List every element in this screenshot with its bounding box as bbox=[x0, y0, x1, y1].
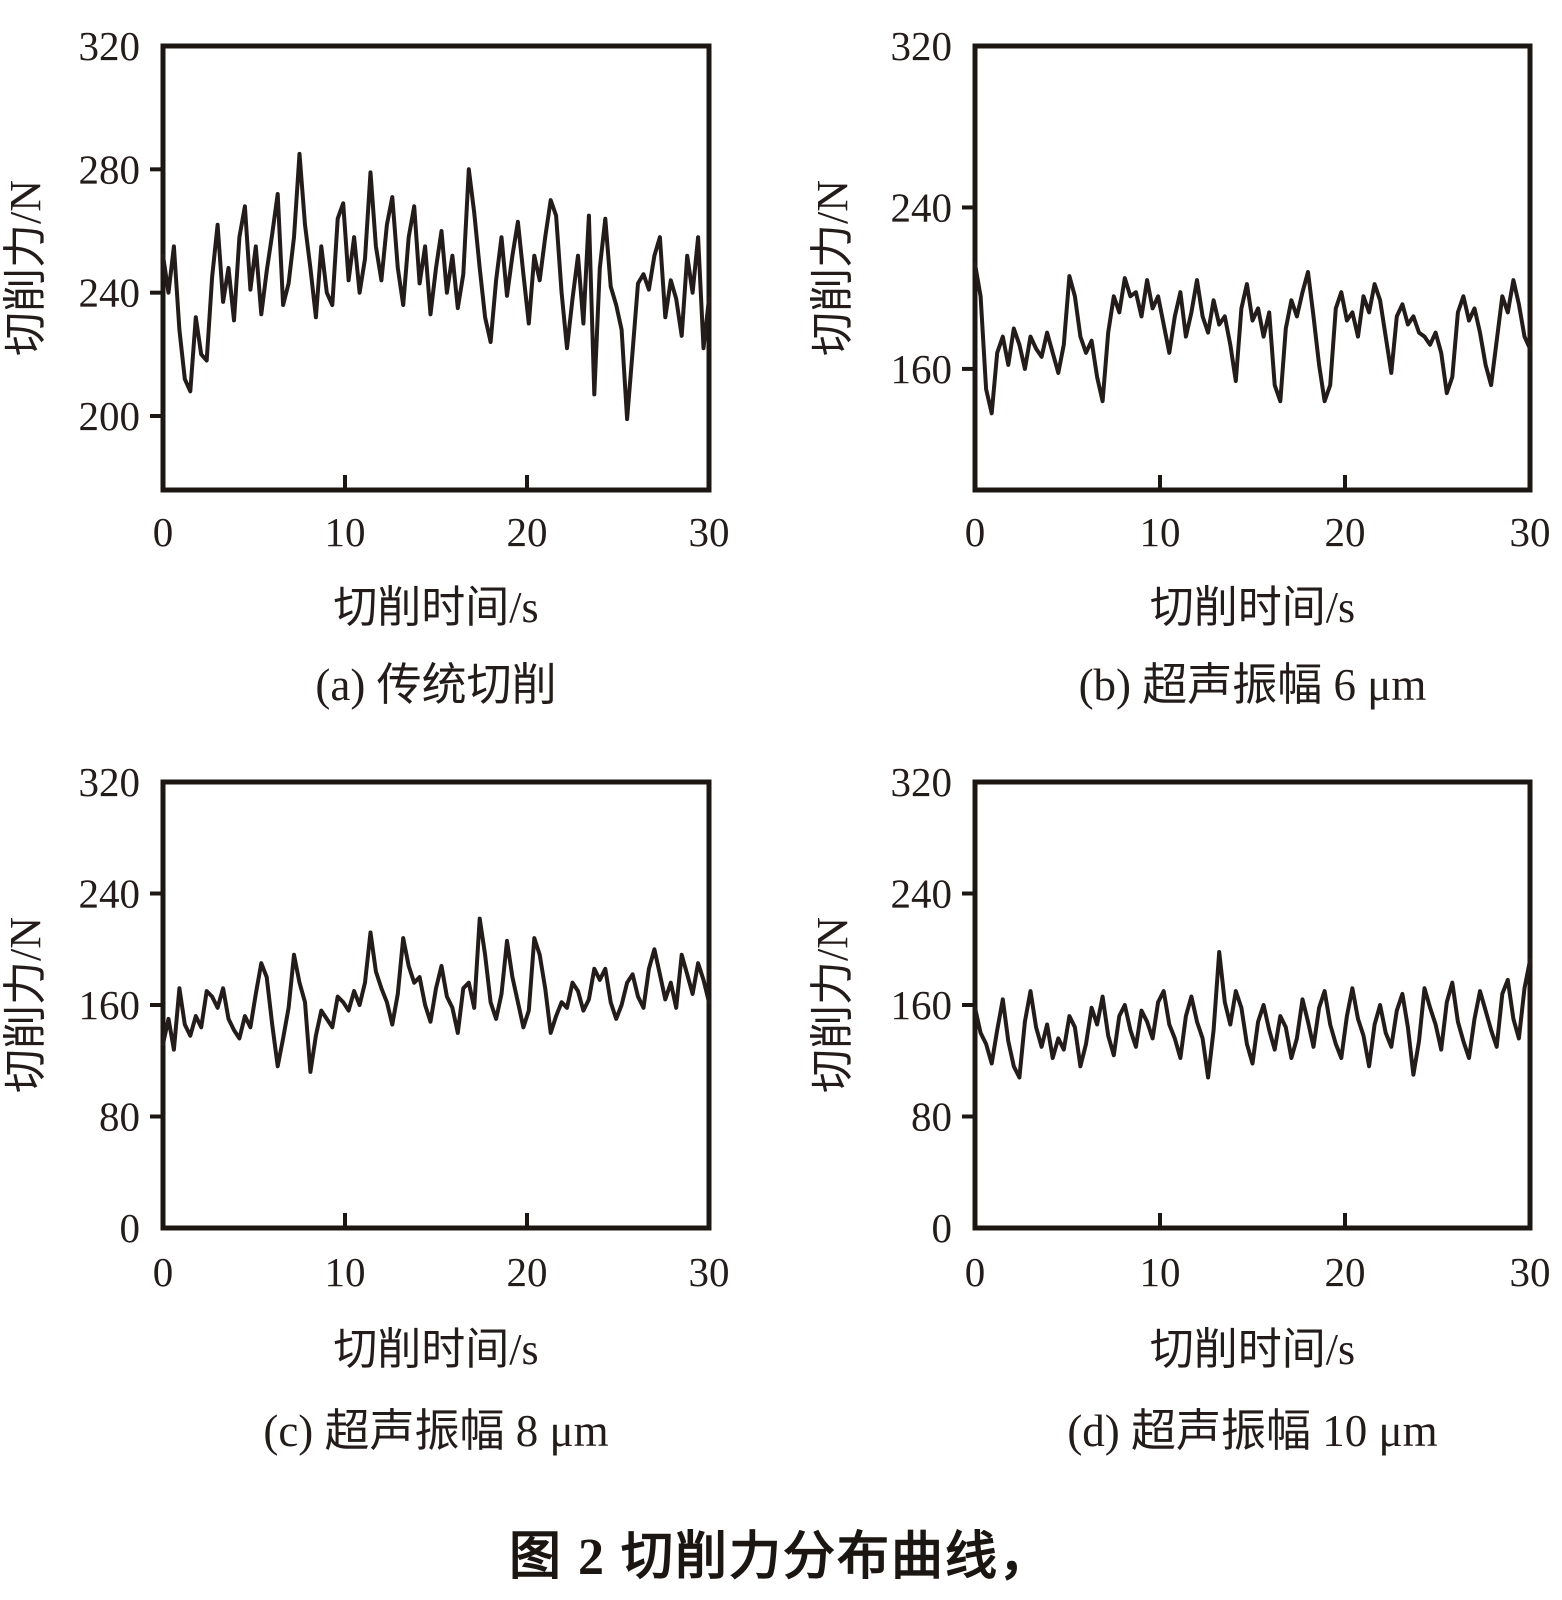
subplot-caption: (d) 超声振幅 10 μm bbox=[1067, 1406, 1437, 1456]
y-tick-label: 320 bbox=[79, 759, 141, 805]
x-tick-label: 30 bbox=[689, 509, 730, 555]
y-tick-label: 200 bbox=[79, 393, 141, 439]
chart-b-ultrasonic-6um: 320 240 160 0 10 20 30 切削力/N 切削时间/s (b) 超声振幅 6 μm bbox=[808, 23, 1551, 710]
plot-frame bbox=[972, 43, 1533, 493]
subplot-caption: (a) 传统切削 bbox=[315, 660, 556, 710]
x-tick-label: 10 bbox=[325, 509, 366, 555]
y-tick-label: 80 bbox=[911, 1094, 952, 1140]
x-tick-label: 10 bbox=[325, 1249, 366, 1295]
x-tick-label: 0 bbox=[153, 509, 174, 555]
figure-caption: 图 2 切削力分布曲线， bbox=[508, 1529, 1053, 1586]
x-tick-label: 0 bbox=[965, 509, 986, 555]
x-tick-label: 30 bbox=[689, 1249, 730, 1295]
y-tick-label: 240 bbox=[891, 871, 953, 917]
x-tick-label: 20 bbox=[1325, 509, 1366, 555]
x-tick-label: 20 bbox=[507, 1249, 548, 1295]
x-tick-label: 30 bbox=[1510, 1249, 1551, 1295]
plot-frame bbox=[972, 779, 1533, 1231]
cutting-force-line bbox=[161, 151, 711, 422]
cutting-force-line bbox=[973, 950, 1532, 1080]
y-tick-label: 160 bbox=[79, 982, 141, 1028]
x-tick-label: 20 bbox=[507, 509, 548, 555]
x-axis-label: 切削时间/s bbox=[333, 1325, 538, 1374]
y-tick-label: 160 bbox=[891, 346, 953, 392]
x-tick-label: 0 bbox=[153, 1249, 174, 1295]
cutting-force-line bbox=[973, 262, 1532, 416]
y-tick-label: 0 bbox=[932, 1205, 953, 1251]
y-tick-label: 240 bbox=[79, 270, 141, 316]
x-tick-label: 0 bbox=[965, 1249, 986, 1295]
x-tick-label: 10 bbox=[1140, 509, 1181, 555]
x-axis-label: 切削时间/s bbox=[333, 583, 538, 632]
y-tick-label: 0 bbox=[120, 1205, 141, 1251]
y-tick-label: 320 bbox=[891, 759, 953, 805]
chart-c-ultrasonic-8um: 320 240 160 80 00 10 20 30 切削力/N 切削时间/s (c) 超声振幅 8… bbox=[1, 759, 730, 1456]
subplot-caption: (b) 超声振幅 6 μm bbox=[1079, 660, 1427, 710]
x-axis-label: 切削时间/s bbox=[1150, 583, 1355, 632]
y-axis-label: 切削力/N bbox=[1, 180, 50, 356]
subplot-caption: (c) 超声振幅 8 μm bbox=[263, 1406, 608, 1456]
y-tick-label: 240 bbox=[79, 871, 141, 917]
x-tick-label: 20 bbox=[1325, 1249, 1366, 1295]
y-axis-label: 切削力/N bbox=[808, 180, 857, 356]
y-tick-label: 320 bbox=[79, 23, 141, 69]
chart-a-traditional-cutting: 320 280 240 200 0 10 20 30 切削力/N 切削时间/s (a) 传统切削 bbox=[1, 23, 730, 710]
y-tick-label: 320 bbox=[891, 23, 953, 69]
y-tick-label: 280 bbox=[79, 146, 141, 192]
y-tick-label: 80 bbox=[99, 1094, 140, 1140]
y-axis-label: 切削力/N bbox=[808, 917, 857, 1093]
cutting-force-line bbox=[161, 916, 711, 1074]
chart-d-ultrasonic-10um: 320 240 160 80 00 10 20 30 切削力/N 切削时间/s (d) 超声振幅 1… bbox=[808, 759, 1551, 1456]
y-axis-label: 切削力/N bbox=[1, 917, 50, 1093]
y-tick-label: 240 bbox=[891, 184, 953, 230]
x-tick-label: 30 bbox=[1510, 509, 1551, 555]
x-tick-label: 10 bbox=[1140, 1249, 1181, 1295]
plot-frame bbox=[160, 779, 712, 1231]
y-tick-label: 160 bbox=[891, 982, 953, 1028]
x-axis-label: 切削时间/s bbox=[1150, 1325, 1355, 1374]
